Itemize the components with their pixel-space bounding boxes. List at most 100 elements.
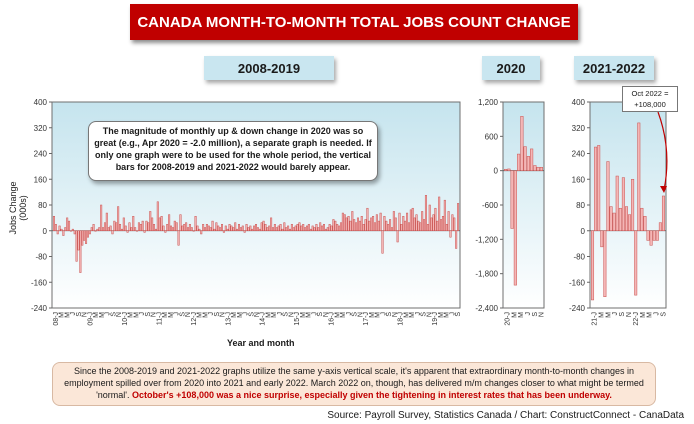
bar: [661, 195, 665, 232]
chart-title: CANADA MONTH-TO-MONTH TOTAL JOBS COUNT C…: [130, 4, 578, 40]
bar: [213, 228, 216, 231]
bar: [122, 217, 125, 231]
x-tick-label: N: [539, 312, 546, 317]
y-tick-label: -240: [31, 304, 48, 313]
bar: [256, 227, 259, 231]
callout-2020-magnitude: The magnitude of monthly up & down chang…: [88, 121, 378, 181]
bar: [643, 216, 647, 231]
bar: [273, 224, 276, 231]
bar: [111, 230, 114, 235]
bar: [440, 219, 443, 231]
x-tick-label: S: [145, 312, 152, 317]
bar: [139, 224, 142, 231]
x-tick-label: J: [525, 312, 532, 316]
bar: [530, 148, 534, 171]
bar: [417, 220, 420, 231]
bar: [441, 216, 444, 231]
bar: [281, 228, 284, 231]
x-tick-label: N: [288, 312, 295, 317]
x-tick-label: N: [392, 312, 399, 317]
footnote-highlight: October's +108,000 was a nice surprise, …: [132, 390, 612, 400]
bar: [128, 222, 131, 231]
bar: [77, 230, 80, 251]
bar: [375, 214, 378, 231]
bar: [209, 227, 212, 231]
bar: [194, 216, 197, 231]
bar: [341, 212, 344, 231]
bar: [226, 228, 229, 231]
bar: [658, 222, 662, 231]
bar: [652, 230, 656, 241]
x-tick-label: M: [375, 312, 382, 318]
bar: [353, 219, 356, 231]
bar: [205, 224, 208, 231]
panel-label-2020: 2020: [482, 56, 540, 80]
bar: [520, 116, 524, 171]
x-tick-label: J: [243, 312, 250, 316]
bar: [143, 230, 146, 233]
bar: [445, 224, 448, 231]
footnote-box: Since the 2008-2019 and 2021-2022 graphs…: [52, 362, 656, 406]
bar: [358, 220, 361, 231]
bar: [290, 224, 293, 231]
y-tick-label: -1,200: [475, 235, 498, 244]
bar: [455, 230, 458, 249]
y-tick-label: -2,400: [475, 304, 498, 313]
x-tick-label: N: [151, 312, 158, 317]
bar: [434, 207, 437, 231]
bar: [381, 230, 384, 254]
bar: [245, 224, 248, 231]
bar: [270, 217, 273, 231]
x-tick-label: 21-J: [591, 312, 598, 326]
bar: [271, 227, 275, 231]
callout-oct-2022-line2: +108,000: [634, 100, 666, 109]
bar: [396, 230, 399, 243]
bar: [222, 230, 225, 233]
bar: [190, 227, 193, 231]
x-tick-label: J: [311, 312, 318, 316]
x-tick-label: J: [346, 312, 353, 316]
bar: [423, 219, 426, 231]
bar: [96, 228, 99, 231]
bar: [90, 227, 93, 231]
x-tick-label: S: [352, 312, 359, 317]
x-tick-label: M: [265, 312, 272, 318]
bar: [292, 227, 295, 231]
bar: [247, 227, 250, 231]
bar: [198, 228, 201, 231]
bar: [332, 219, 335, 231]
bar: [368, 220, 371, 231]
bar: [64, 227, 67, 231]
bar: [62, 230, 65, 236]
bar: [328, 224, 331, 231]
x-tick-label: 22-J: [633, 312, 640, 326]
bar: [253, 225, 256, 231]
bar: [100, 204, 103, 231]
callout-oct-2022: Oct 2022 = +108,000: [622, 86, 678, 112]
x-tick-label: J: [612, 312, 619, 316]
bar: [137, 222, 140, 231]
bar: [164, 230, 167, 233]
x-tick-label: M: [202, 312, 209, 318]
bar: [305, 225, 308, 231]
bar: [147, 222, 150, 231]
bar: [447, 211, 450, 231]
x-tick-label: N: [357, 312, 364, 317]
bar: [370, 217, 373, 231]
x-tick-label: M: [93, 312, 100, 318]
bar: [294, 225, 297, 231]
bar: [160, 216, 163, 231]
x-tick-label: M: [271, 312, 278, 318]
bar: [302, 224, 305, 231]
x-tick-label: J: [415, 312, 422, 316]
bar: [266, 227, 269, 231]
bar: [92, 224, 95, 231]
y-tick-label: 160: [34, 175, 48, 184]
y-tick-label: -160: [31, 278, 48, 287]
x-tick-label: M: [444, 312, 451, 318]
bar: [75, 230, 78, 262]
bar: [68, 220, 71, 231]
bar: [145, 220, 148, 231]
x-tick-label: S: [619, 312, 626, 317]
x-tick-label: J: [208, 312, 215, 316]
